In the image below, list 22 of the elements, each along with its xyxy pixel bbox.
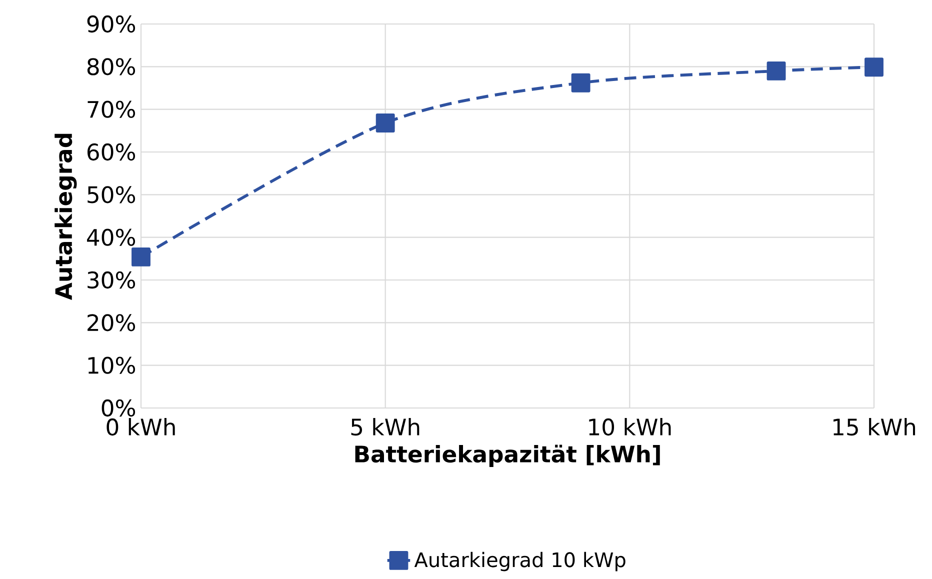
legend-label: Autarkiegrad 10 kWp [414, 552, 626, 572]
y-tick-label: 80% [87, 58, 136, 76]
x-tick-label: 5 kWh [351, 418, 420, 436]
y-tick-label: 70% [88, 100, 136, 118]
y-tick-label: 90% [87, 15, 136, 33]
x-tick-label: 15 kWh [834, 418, 916, 436]
y-axis-title: Autarkiegrad [54, 134, 77, 300]
point [766, 61, 786, 80]
point [864, 58, 884, 77]
x-tick-label: 0 kWh [106, 418, 175, 436]
y-tick-label: 60% [88, 143, 136, 161]
point [571, 73, 590, 92]
point [376, 114, 395, 132]
y-tick-label: 40% [87, 228, 136, 246]
x-axis-title: Batteriekapazität [kWh] [355, 444, 660, 467]
y-tick-label: 20% [88, 314, 136, 332]
y-tick-label: 0% [102, 399, 136, 417]
y-tick-label: 10% [88, 356, 136, 374]
y-tick-label: 50% [88, 186, 136, 204]
point [132, 247, 150, 266]
x-tick-label: 10 kWh [589, 418, 671, 436]
y-tick-label: 30% [88, 271, 136, 289]
